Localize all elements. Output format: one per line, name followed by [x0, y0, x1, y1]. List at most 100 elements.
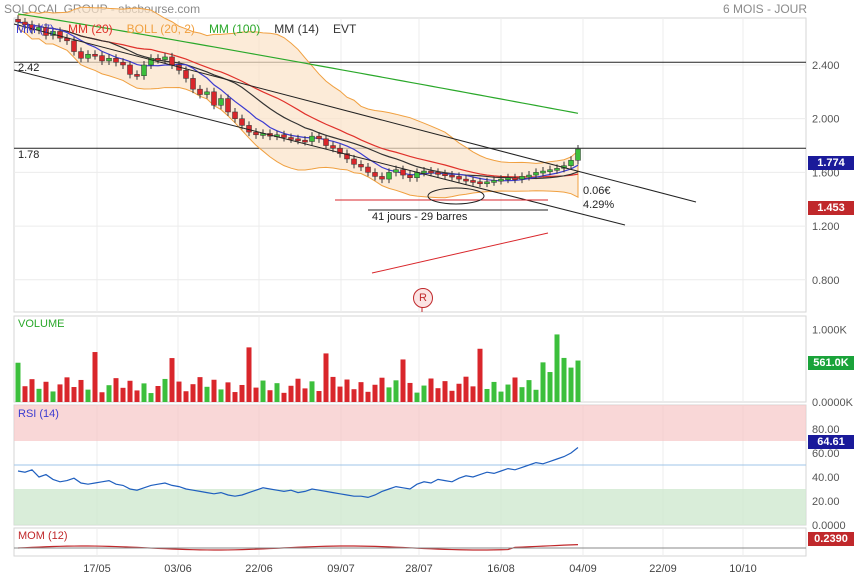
candle-body [463, 178, 469, 182]
candle-body [148, 58, 154, 66]
volume-bar [99, 392, 105, 402]
candle-body [197, 88, 203, 95]
candle-body [533, 172, 539, 176]
volume-bar [281, 392, 287, 402]
candle-body [134, 74, 140, 77]
rsi-tick-label: 80.00 [812, 424, 840, 436]
candle-body [498, 178, 504, 182]
candle-body [183, 70, 189, 79]
candle-body [232, 111, 238, 119]
candle-body [295, 138, 301, 142]
volume-bar [64, 377, 70, 402]
mom-last-badge: 0.2390 [808, 532, 854, 546]
candle-body [519, 176, 525, 180]
volume-bar [225, 382, 231, 402]
red-trendline [371, 232, 549, 274]
volume-bar [491, 381, 497, 402]
candle-body [57, 31, 63, 39]
volume-bar [561, 357, 567, 402]
candle-body [309, 135, 315, 142]
volume-bar [246, 347, 252, 402]
candle-body [190, 78, 196, 90]
volume-bar [190, 384, 196, 402]
candle-body [330, 145, 336, 149]
x-tick-label: 03/06 [164, 563, 192, 575]
volume-bar [71, 387, 77, 402]
volume-bar [358, 382, 364, 402]
volume-bar [470, 386, 476, 402]
legend-item: BOLL (20, 2) [126, 22, 195, 36]
x-tick-label: 09/07 [327, 563, 355, 575]
candle-body [344, 153, 350, 160]
volume-bar [477, 348, 483, 402]
volume-bar [141, 383, 147, 402]
y-tick-label: 1.600 [812, 167, 840, 179]
panel-frame [13, 527, 807, 557]
rsi-tick-label: 20.00 [812, 496, 840, 508]
candle-body [512, 177, 518, 181]
rsi-panel-label: RSI (14) [18, 408, 59, 420]
mom-panel-label: MOM (12) [18, 530, 68, 542]
period-label[interactable]: 6 MOIS - JOUR [722, 2, 807, 16]
x-tick-label: 04/09 [569, 563, 597, 575]
candle-body [442, 173, 448, 176]
x-tick-label: 10/10 [729, 563, 757, 575]
volume-last-badge: 561.0K [808, 356, 854, 370]
volume-bar [134, 390, 140, 402]
volume-bar [239, 384, 245, 402]
volume-bar [344, 379, 350, 402]
consolidation-ellipse [427, 187, 485, 205]
gap-pct-annotation: 4.29% [583, 199, 615, 211]
volume-tick-label: 1.000K [812, 324, 848, 336]
candle-body [29, 24, 35, 31]
gap-value-annotation: 0.06€ [583, 185, 611, 197]
candle-body [162, 56, 168, 60]
rsi-line [17, 446, 579, 499]
legend-item: MM (20) [68, 22, 113, 36]
candle-body [505, 177, 511, 181]
candle-body [547, 169, 553, 172]
volume-bar [568, 367, 574, 402]
volume-bar [386, 387, 392, 402]
legend-item: MM (7) [16, 22, 54, 36]
volume-bar [351, 389, 357, 402]
candle-body [470, 180, 476, 183]
volume-bar [197, 377, 203, 402]
volume-bar [456, 383, 462, 402]
candle-body [253, 131, 259, 136]
candle-body [421, 170, 427, 174]
x-tick-label: 16/08 [487, 563, 515, 575]
volume-bar [372, 384, 378, 402]
volume-bar [400, 359, 406, 402]
candle-body [379, 176, 385, 180]
volume-bar [547, 372, 553, 402]
volume-bar [162, 378, 168, 402]
volume-panel-label: VOLUME [18, 318, 65, 330]
candle-body [85, 53, 91, 59]
candle-body [554, 168, 560, 171]
candle-body [211, 91, 217, 106]
candle-body [435, 172, 441, 175]
volume-bar [120, 387, 126, 402]
mm14-line [17, 21, 579, 180]
candle-body [365, 166, 371, 173]
volume-bar [302, 388, 308, 402]
volume-bar [407, 382, 413, 402]
volume-bar [575, 360, 581, 402]
volume-bar [330, 376, 336, 402]
candle-body [155, 58, 161, 61]
volume-bar [316, 391, 322, 402]
volume-bar [295, 378, 301, 402]
volume-bar [323, 353, 329, 402]
candle-body [127, 64, 133, 75]
candle-body [575, 148, 581, 161]
candle-body [484, 181, 490, 185]
candle-body [92, 53, 98, 57]
level-upper-label: 2.42 [18, 62, 40, 74]
volume-bar [526, 380, 532, 402]
volume-bar [463, 376, 469, 402]
candle-body [302, 139, 308, 143]
candle-body [99, 55, 105, 62]
event-marker-icon[interactable]: R [413, 288, 433, 308]
volume-bar [393, 380, 399, 402]
